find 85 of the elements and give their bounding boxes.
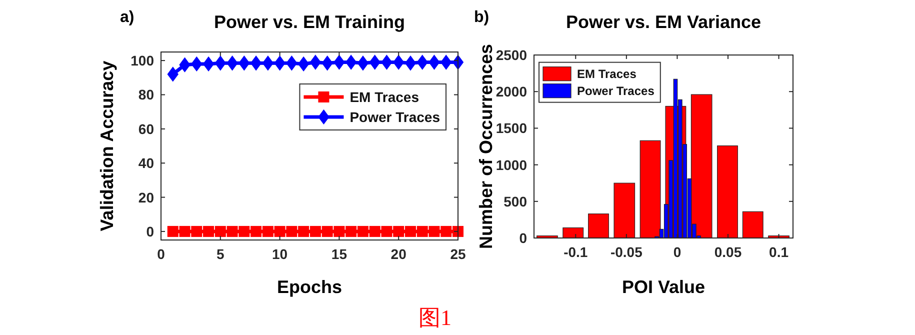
point xyxy=(346,55,357,70)
x-axis-title: Epochs xyxy=(276,277,342,297)
point xyxy=(381,55,392,70)
x-tick-label: 0 xyxy=(673,244,682,260)
point xyxy=(310,55,321,70)
y-tick-label: 100 xyxy=(130,52,154,69)
x-tick-label: 10 xyxy=(272,246,288,262)
point xyxy=(381,226,392,237)
point xyxy=(440,226,452,237)
point xyxy=(393,226,404,237)
legend-label: Power Traces xyxy=(350,109,440,125)
x-tick-label: 0.1 xyxy=(769,244,789,260)
point xyxy=(310,226,321,237)
chart-title: Power vs. EM Variance xyxy=(566,12,762,32)
point xyxy=(262,226,274,237)
x-tick-label: -0.1 xyxy=(564,244,588,260)
point xyxy=(214,56,226,70)
point xyxy=(404,56,416,70)
chart-title: Power vs. EM Training xyxy=(214,12,406,32)
point xyxy=(369,55,380,70)
x-tick-label: 15 xyxy=(331,246,348,262)
point xyxy=(226,226,238,237)
point xyxy=(369,226,380,237)
point xyxy=(250,226,262,237)
y-tick-label: 500 xyxy=(504,193,528,210)
y-tick-label: 1500 xyxy=(496,120,528,136)
point xyxy=(357,56,368,70)
x-tick-label: 5 xyxy=(216,246,224,262)
point xyxy=(167,226,178,237)
x-tick-label: 0.05 xyxy=(714,244,742,260)
point xyxy=(322,226,333,237)
point xyxy=(452,226,464,237)
point xyxy=(334,226,345,237)
y-tick-label: 2000 xyxy=(496,84,528,100)
y-tick-label: 40 xyxy=(138,155,154,172)
point xyxy=(203,226,214,237)
point xyxy=(191,226,202,237)
legend-label: Power Traces xyxy=(577,84,655,98)
point xyxy=(286,226,298,237)
point xyxy=(416,55,428,70)
point xyxy=(416,226,428,237)
y-tick-label: 2500 xyxy=(496,47,528,63)
point xyxy=(428,226,440,237)
point xyxy=(179,58,190,72)
point xyxy=(274,226,286,237)
point xyxy=(214,226,226,237)
text: b) xyxy=(474,9,490,26)
legend-label: EM Traces xyxy=(577,67,637,82)
point xyxy=(286,56,298,70)
point xyxy=(250,56,262,70)
y-tick-label: 60 xyxy=(138,120,154,137)
point xyxy=(167,66,178,82)
y-tick-label: 0 xyxy=(146,223,154,240)
point xyxy=(262,56,274,70)
x-axis-title: POI Value xyxy=(622,277,706,297)
point xyxy=(238,56,250,70)
y-axis-title: Number of Occurrences xyxy=(476,44,496,250)
point xyxy=(203,56,214,72)
legend-label: EM Traces xyxy=(350,89,420,105)
point xyxy=(393,55,404,70)
point xyxy=(440,55,452,70)
point xyxy=(274,56,286,70)
x-tick-label: -0.05 xyxy=(610,244,643,260)
y-tick-label: 80 xyxy=(138,86,154,103)
y-axis-title: Validation Accuracy xyxy=(97,60,117,232)
x-tick-label: 0 xyxy=(157,246,166,262)
point xyxy=(428,55,440,70)
point xyxy=(238,226,250,237)
point xyxy=(298,226,310,237)
y-tick-label: 1000 xyxy=(496,156,528,173)
point xyxy=(334,55,345,70)
x-tick-label: 20 xyxy=(390,246,407,262)
point xyxy=(191,56,202,72)
point xyxy=(346,226,357,237)
point xyxy=(404,226,416,237)
point xyxy=(357,226,368,237)
y-tick-label: 20 xyxy=(138,189,154,206)
point xyxy=(226,56,238,70)
text: a) xyxy=(120,9,134,26)
point xyxy=(179,226,190,237)
y-tick-label: 0 xyxy=(519,230,528,246)
point xyxy=(322,56,333,70)
caption: 图1 xyxy=(418,305,452,330)
point xyxy=(298,56,310,72)
x-tick-label: 25 xyxy=(450,246,466,262)
